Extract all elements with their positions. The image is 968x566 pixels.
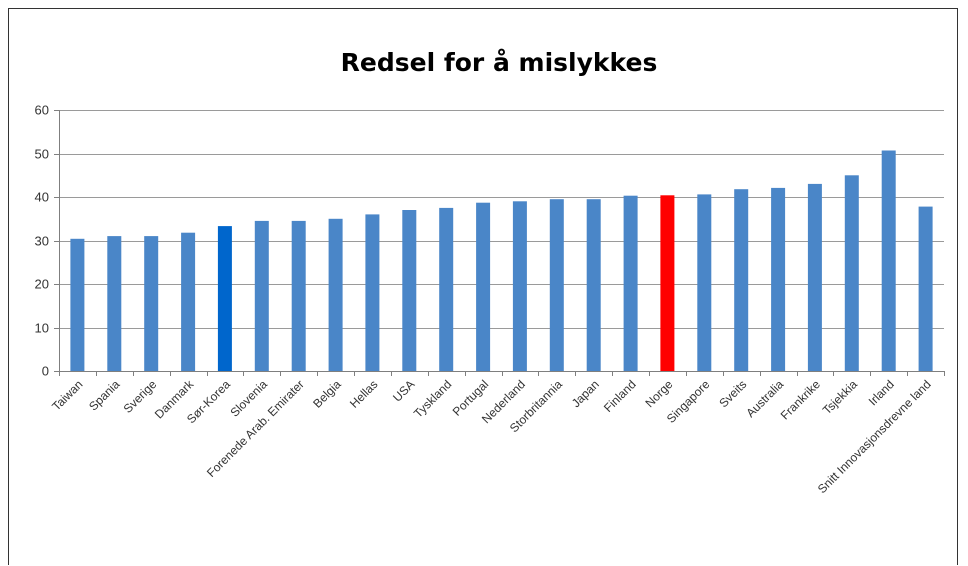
bar-9 <box>402 210 417 371</box>
bar-11 <box>476 202 491 371</box>
bar-21 <box>844 175 859 372</box>
bar-5 <box>254 220 269 371</box>
y-tick-label-40: 40 <box>35 190 49 205</box>
x-tick-label-16: Norge <box>643 377 676 410</box>
x-tick-label-7: Belgia <box>310 377 344 411</box>
bar-15 <box>623 195 638 371</box>
chart-title: Redsel for å mislykkes <box>341 48 658 77</box>
bar-10 <box>439 207 454 371</box>
bar-6 <box>291 220 306 371</box>
bar-2 <box>144 236 159 371</box>
x-tick-label-22: Irland <box>866 377 897 408</box>
x-tick-label-18: Sveits <box>716 377 749 410</box>
y-axis-ticks: 0 10 20 30 40 50 60 <box>35 103 59 379</box>
x-tick-label-15: Finland <box>601 377 639 415</box>
bar-1 <box>107 236 122 371</box>
y-tick-label-10: 10 <box>35 321 49 336</box>
y-tick-label-60: 60 <box>35 103 49 118</box>
x-axis-labels: Taiwan SpaniaSverigeDanmarkSør-KoreaSlove… <box>49 377 934 497</box>
bar-22 <box>881 150 896 371</box>
bar-7 <box>328 218 343 372</box>
bar-18 <box>734 189 749 371</box>
x-tick-label-9: USA <box>390 377 417 404</box>
bar-17 <box>697 194 712 371</box>
bar-23 <box>918 206 933 371</box>
y-tick-label-30: 30 <box>35 234 49 249</box>
x-tick-label-21: Tsjekkia <box>820 377 860 417</box>
x-tick-label-1: Spania <box>86 377 123 414</box>
bar-19 <box>771 187 786 371</box>
bar-8 <box>365 214 380 371</box>
bar-13 <box>549 199 564 371</box>
bar-14 <box>586 199 601 371</box>
y-tick-label-50: 50 <box>35 147 49 162</box>
gridlines <box>59 110 944 329</box>
y-tick-label-0: 0 <box>42 364 49 379</box>
bars <box>70 150 933 372</box>
bar-20 <box>807 183 822 371</box>
x-tick-label-8: Hellas <box>347 377 380 410</box>
bar-0 <box>70 238 85 371</box>
bar-4 <box>217 226 232 371</box>
x-tick-label-10: Tyskland <box>411 377 454 420</box>
chart-frame: Redsel for å mislykkes 0 10 20 30 40 50 60 Tai… <box>8 8 958 565</box>
bar-16 <box>660 195 675 371</box>
bar-3 <box>181 232 196 371</box>
x-tick-label-0: Taiwan <box>49 377 85 413</box>
bar-chart: Redsel for å mislykkes 0 10 20 30 40 50 60 Tai… <box>35 48 945 497</box>
axes <box>59 110 945 376</box>
x-tick-label-20: Frankrike <box>778 377 823 422</box>
bar-12 <box>512 201 527 371</box>
x-tick-label-14: Japan <box>569 377 602 410</box>
y-tick-label-20: 20 <box>35 277 49 292</box>
